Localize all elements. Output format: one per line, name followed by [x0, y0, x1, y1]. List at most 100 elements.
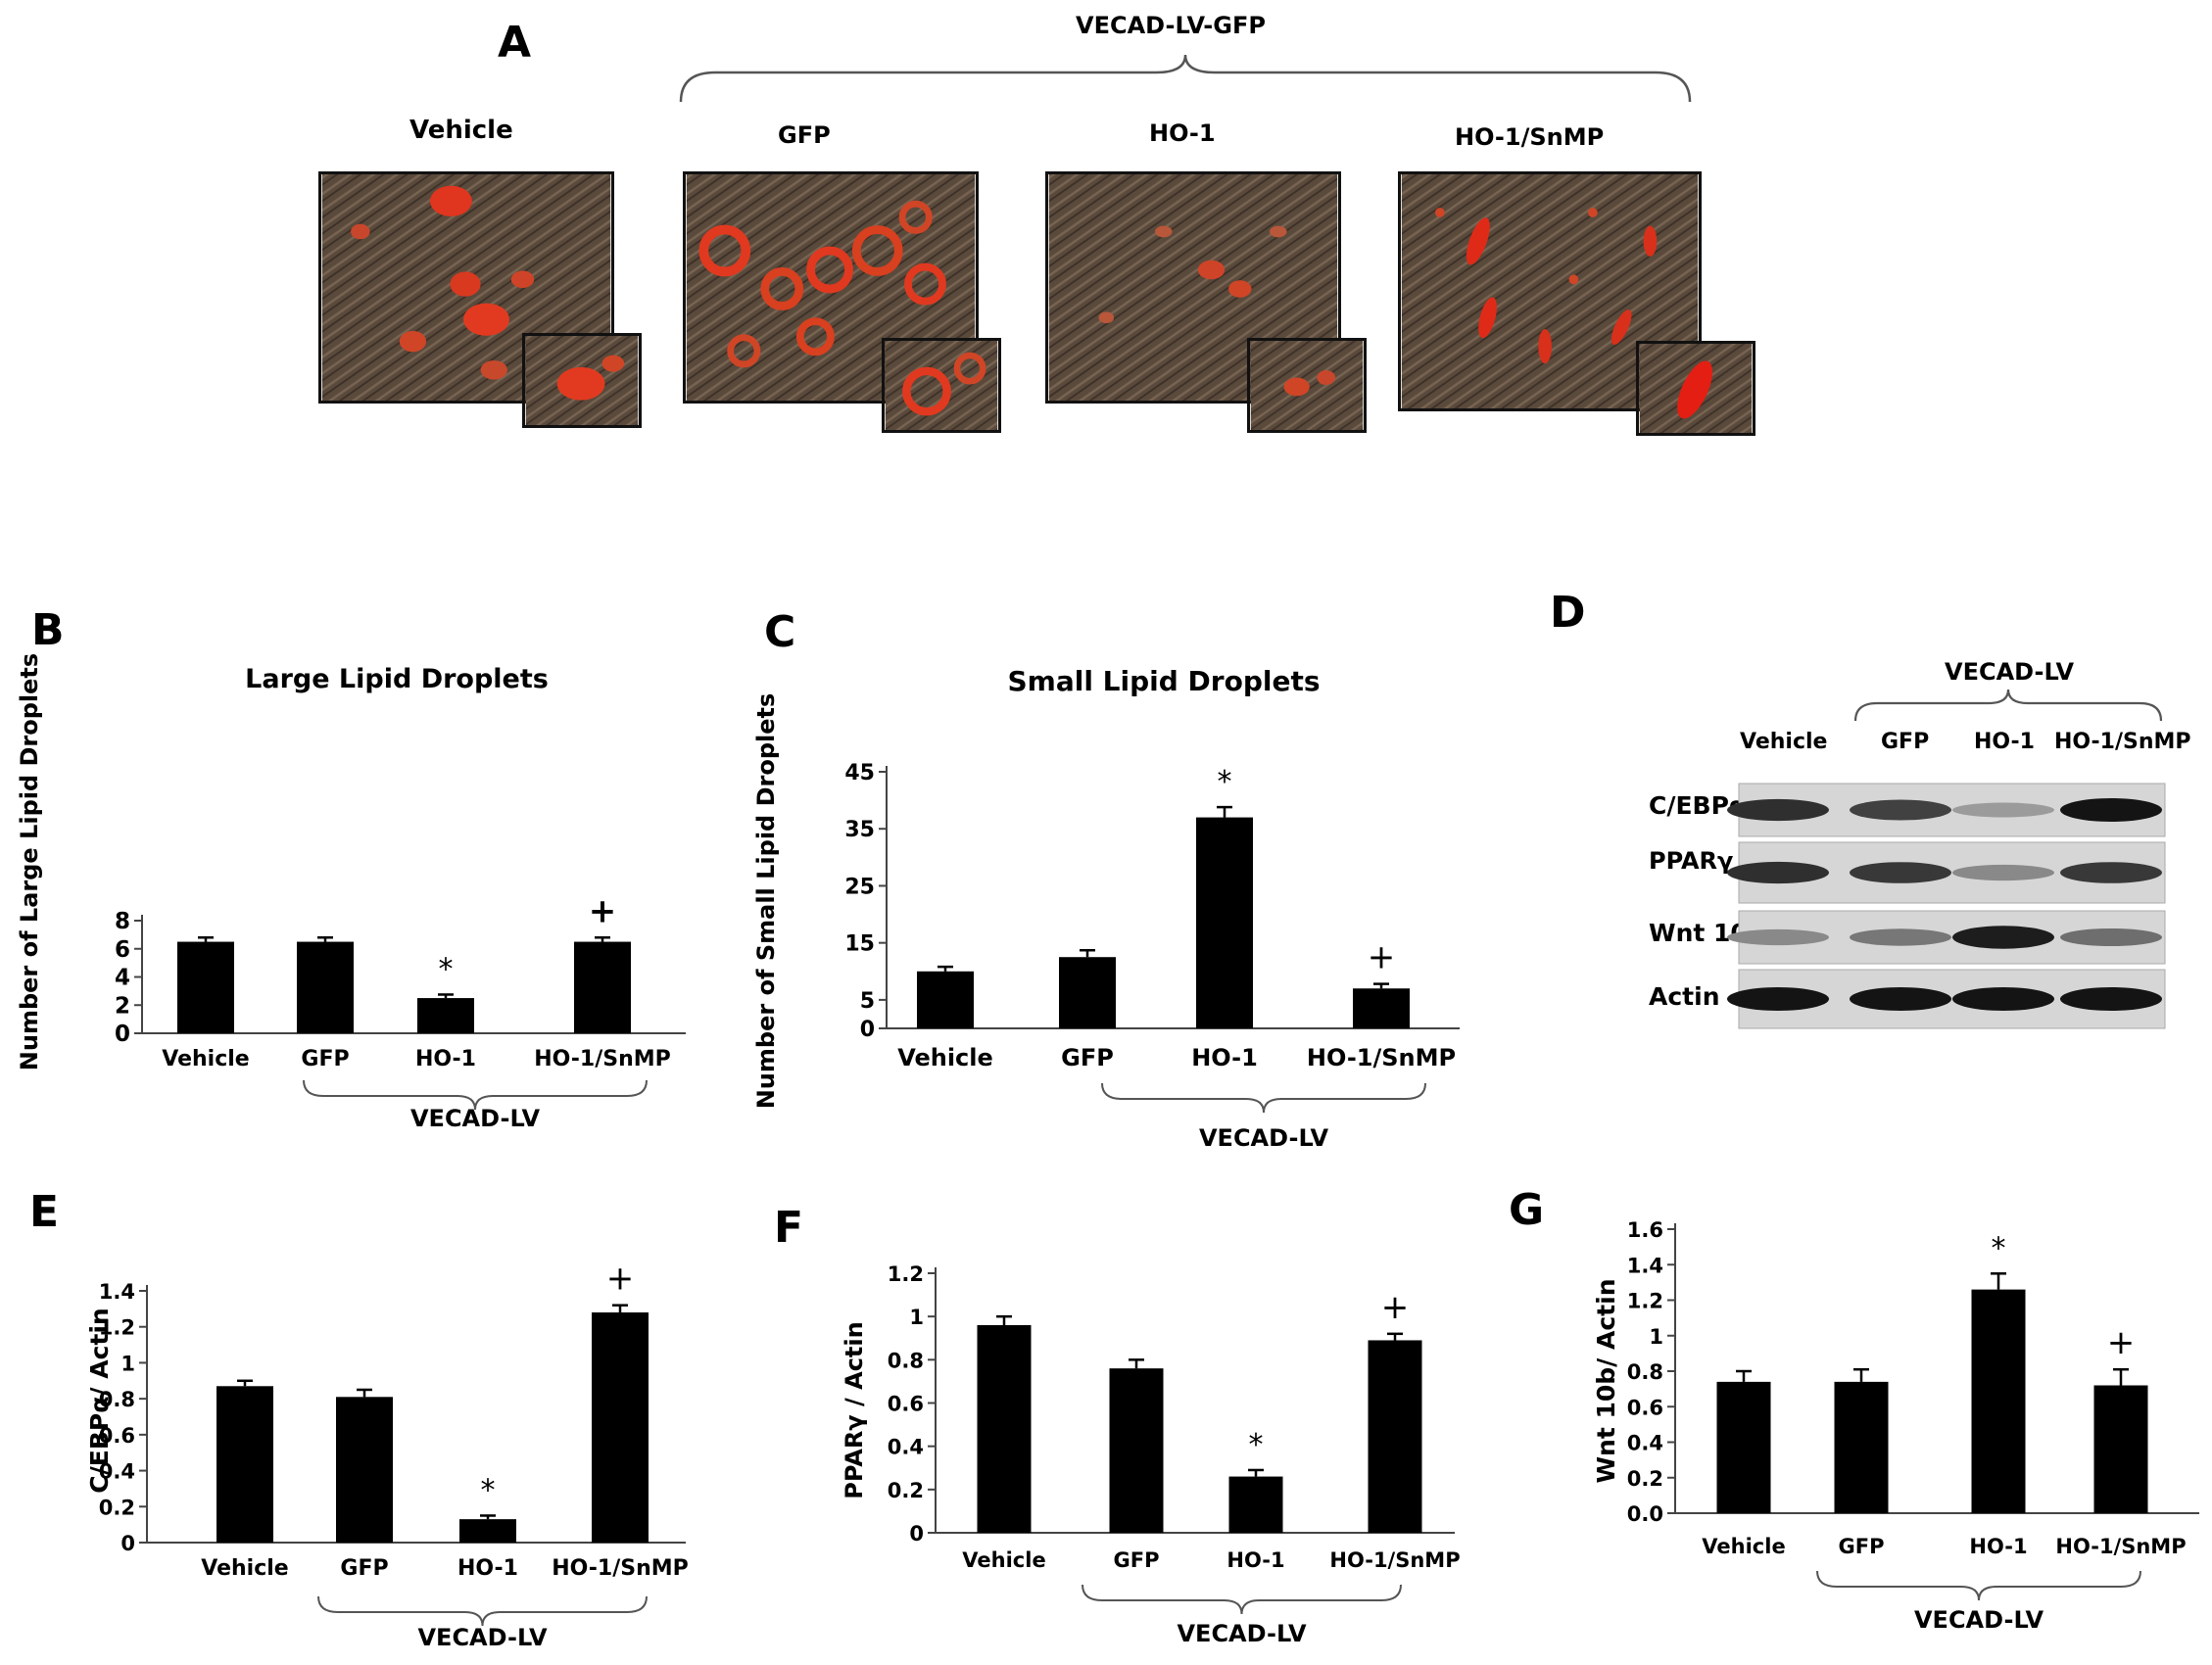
y-tick-label: 0.8 [1627, 1360, 1663, 1384]
y-tick-label: 4 [115, 966, 130, 991]
blot-band [1952, 802, 2054, 818]
category-label: Vehicle [962, 1548, 1045, 1572]
y-tick-label: 1 [909, 1306, 924, 1329]
bar [417, 998, 474, 1033]
category-label: Vehicle [897, 1044, 993, 1071]
y-tick-label: 0.8 [888, 1349, 924, 1372]
blot-label-cebpa: C/EBPα [1649, 791, 1747, 820]
blot-band [2060, 987, 2162, 1011]
category-label: GFP [1114, 1548, 1160, 1572]
blot-strip [1727, 841, 2166, 904]
y-tick-label: 0.4 [99, 1460, 135, 1484]
panel-a-label-vehicle: Vehicle [409, 116, 513, 145]
y-axis-label: Number of Large Lipid Droplets [16, 653, 43, 1070]
bar [1059, 957, 1116, 1028]
category-label: HO-1/SnMP [552, 1556, 689, 1581]
y-tick-label: 1 [1649, 1325, 1663, 1349]
blot-band [1952, 987, 2054, 1011]
group-bracket [1101, 1082, 1426, 1114]
category-label: HO-1 [415, 1047, 476, 1071]
category-label: GFP [301, 1047, 349, 1071]
significance-marker: * [1992, 1231, 2006, 1265]
significance-marker: + [1381, 1288, 1410, 1327]
chart-f: PPARγ / Actin 0 0.2 0.4 0.6 0.8 1 1.2 Vehicle GFP… [841, 1262, 1461, 1647]
y-tick-label: 45 [844, 761, 875, 785]
blot-lane-label-gfp: GFP [1881, 730, 1930, 754]
panel-f-letter: F [774, 1203, 804, 1253]
y-tick-label: 1.2 [1627, 1290, 1663, 1313]
panel-e-letter: E [29, 1187, 60, 1237]
bar [1353, 988, 1410, 1028]
bar [592, 1312, 649, 1543]
bar [1228, 1476, 1283, 1533]
blot-lane-label-ho1-snmp: HO-1/SnMP [2054, 730, 2191, 754]
y-tick-label: 0.2 [888, 1479, 924, 1502]
chart-title: Small Lipid Droplets [1007, 665, 1320, 697]
y-tick-label: 8 [115, 909, 130, 934]
bar [336, 1397, 393, 1543]
significance-marker: * [481, 1473, 496, 1507]
y-tick-label: 0 [909, 1522, 924, 1546]
chart-title: Large Lipid Droplets [245, 664, 549, 694]
micrograph-ho1-snmp-inset [1636, 341, 1755, 436]
blot-strip [1727, 969, 2166, 1029]
significance-marker: * [439, 952, 454, 986]
blot-band [1850, 928, 1951, 946]
bar [1368, 1340, 1422, 1533]
category-label: HO-1 [457, 1556, 518, 1581]
y-tick-label: 0.6 [1627, 1396, 1663, 1419]
bar [1716, 1381, 1771, 1513]
bar [1834, 1381, 1889, 1513]
blot-label-actin: Actin [1649, 982, 1720, 1011]
bar [216, 1386, 273, 1543]
blot-strip [1727, 910, 2166, 965]
y-tick-label: 1.4 [1627, 1254, 1663, 1277]
micrograph-ho1-inset [1247, 338, 1367, 433]
significance-marker: + [2107, 1323, 2136, 1362]
y-tick-label: 0.2 [1627, 1467, 1663, 1491]
y-tick-label: 1.4 [99, 1280, 135, 1304]
micrograph-vehicle-inset [522, 333, 642, 428]
y-tick-label: 0.4 [888, 1436, 924, 1459]
category-label: HO-1 [1969, 1535, 2027, 1558]
chart-c: Small Lipid Droplets Number of Small Lipi… [752, 665, 1460, 1152]
y-axis-label: Number of Small Lipid Droplets [752, 693, 780, 1110]
category-label: HO-1 [1226, 1548, 1284, 1572]
chart-g: Wnt 10b/ Actin 0.0 0.2 0.4 0.6 0.8 1 1.2 1.4 1.6 V… [1592, 1218, 2199, 1634]
panel-b-letter: B [31, 605, 65, 655]
blot-band [1952, 926, 2054, 949]
chart-b: Large Lipid Droplets Number of Large Lipi… [16, 653, 686, 1132]
panel-d-group-bracket [1853, 689, 2163, 722]
bar [2093, 1385, 2148, 1513]
panel-d-group-label: VECAD-LV [1945, 658, 2075, 686]
group-label: VECAD-LV [1199, 1124, 1328, 1152]
group-label: VECAD-LV [1914, 1606, 2044, 1634]
y-tick-label: 0.6 [99, 1424, 135, 1448]
blot-band [1727, 928, 1829, 946]
y-tick-label: 2 [115, 993, 130, 1019]
category-label: GFP [1061, 1044, 1114, 1071]
blot-band [1850, 862, 1951, 883]
y-tick-label: 1 [120, 1352, 135, 1375]
blot-band [1850, 799, 1951, 821]
group-bracket [303, 1079, 648, 1111]
category-label: Vehicle [162, 1047, 249, 1071]
blot-band [2060, 862, 2162, 883]
y-axis-label: Wnt 10b/ Actin [1592, 1278, 1620, 1483]
panel-c-letter: C [764, 607, 796, 657]
category-label: HO-1/SnMP [1329, 1548, 1460, 1572]
blot-band [2060, 798, 2162, 822]
significance-marker: * [1249, 1428, 1264, 1462]
y-tick-label: 0.8 [99, 1388, 135, 1411]
panel-a-letter: A [498, 18, 532, 68]
bar [977, 1325, 1032, 1533]
bar [1971, 1289, 2026, 1513]
blot-band [2060, 928, 2162, 946]
category-label: HO-1/SnMP [2055, 1535, 2186, 1558]
y-tick-label: 1.6 [1627, 1218, 1663, 1242]
blot-strip [1727, 783, 2166, 837]
y-tick-label: 1.2 [888, 1262, 924, 1286]
group-bracket [1082, 1584, 1402, 1615]
significance-marker: + [1368, 938, 1396, 977]
bar [297, 941, 354, 1033]
